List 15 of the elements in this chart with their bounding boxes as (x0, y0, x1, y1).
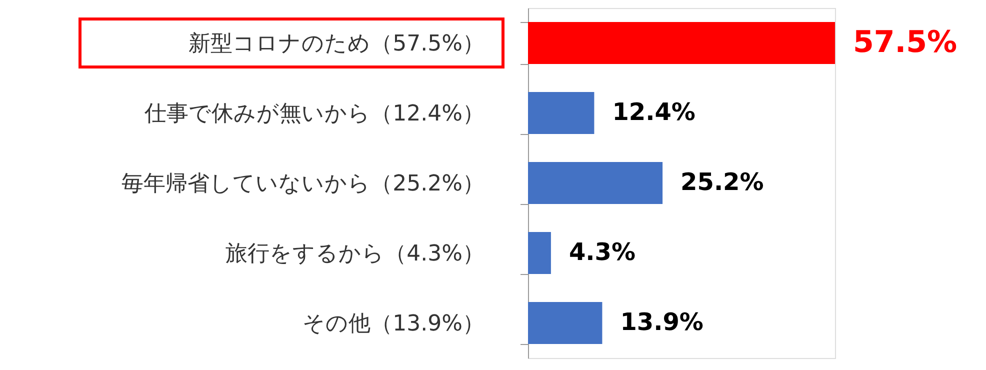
data-label: 57.5% (853, 25, 958, 60)
data-label: 4.3% (568, 238, 636, 266)
data-label: 13.9% (620, 308, 704, 336)
bar (528, 22, 835, 64)
y-tick-label: 新型コロナのため（57.5%） (188, 32, 484, 56)
bar (528, 232, 551, 274)
bar (528, 302, 602, 344)
y-tick-label: 仕事で休みが無いから（12.4%） (144, 102, 484, 126)
bar (528, 162, 663, 204)
y-tick-label: 毎年帰省していないから（25.2%） (122, 172, 484, 196)
data-label: 12.4% (612, 98, 696, 126)
y-tick-label: 旅行をするから（4.3%） (226, 242, 484, 266)
y-tick-label: その他（13.9%） (302, 312, 484, 336)
data-label: 25.2% (680, 168, 764, 196)
bar (528, 92, 594, 134)
